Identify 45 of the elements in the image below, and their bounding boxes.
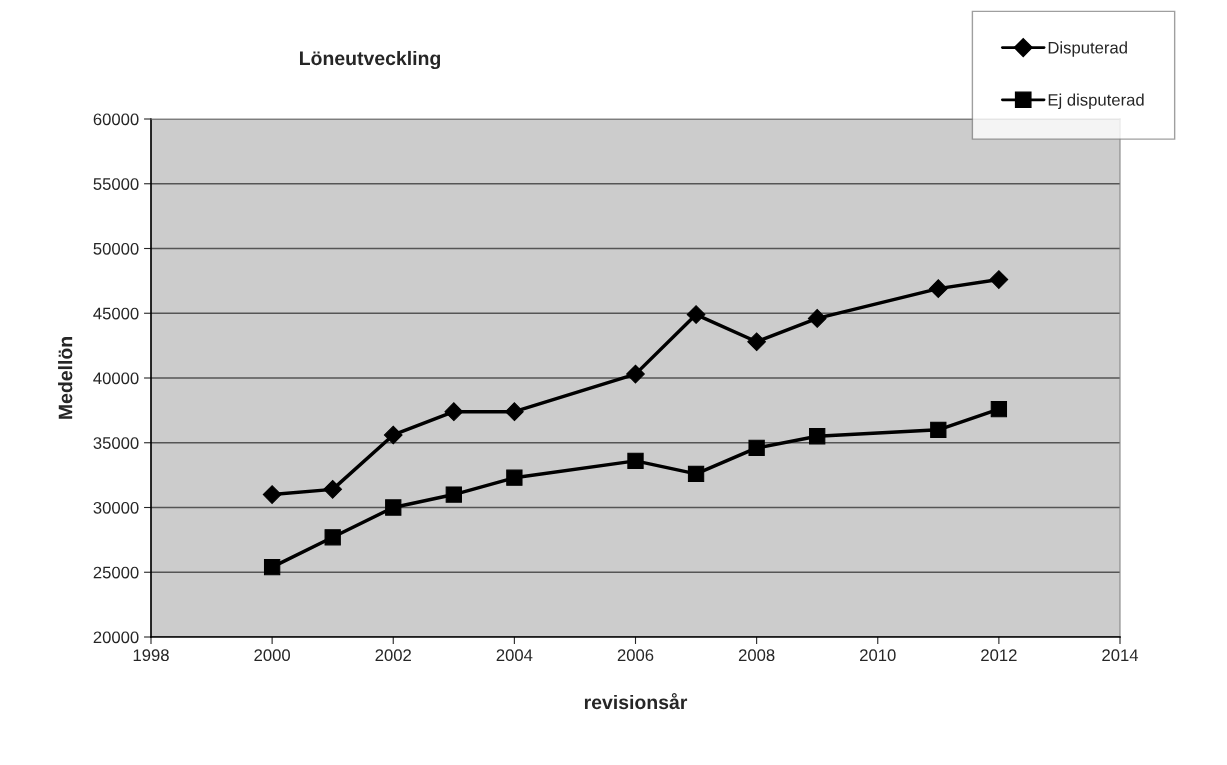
point [928, 279, 948, 298]
y-tick-label: 45000 [93, 307, 139, 320]
chart-title: Löneutveckling [300, 50, 441, 70]
point [505, 402, 524, 422]
x-tick-label: 2004 [496, 649, 533, 662]
x-tick-label: 2006 [617, 649, 654, 662]
x-tick-label: 2002 [375, 649, 411, 662]
point [444, 402, 464, 422]
y-tick-label: 30000 [93, 501, 139, 514]
point [324, 529, 341, 546]
legend-label: Disputerad [1048, 41, 1127, 57]
point [262, 485, 282, 504]
x-tick-label: 2008 [738, 649, 775, 662]
x-tick-label: 2014 [1102, 649, 1139, 662]
point [323, 480, 343, 499]
point [686, 305, 706, 324]
y-tick-label: 55000 [93, 178, 139, 190]
point [627, 452, 644, 470]
y-axis-title: Medellön [58, 337, 73, 419]
point [930, 421, 947, 438]
x-tick-label: 2012 [981, 649, 1017, 662]
y-tick-label: 60000 [93, 113, 139, 126]
x-tick-label: 2010 [860, 649, 896, 662]
y-tick-label: 35000 [93, 437, 139, 449]
point [990, 400, 1008, 418]
y-tick-label: 25000 [93, 566, 139, 579]
point [385, 499, 402, 516]
point [506, 469, 523, 486]
x-tick-label: 1998 [133, 649, 169, 662]
point [809, 428, 826, 445]
point [989, 270, 1009, 289]
y-tick-label: 50000 [93, 242, 139, 255]
point [748, 439, 765, 457]
point [626, 364, 645, 384]
y-tick-label: 40000 [93, 372, 139, 385]
point [445, 486, 462, 503]
point [263, 558, 281, 576]
point [383, 425, 403, 445]
y-tick-label: 20000 [93, 631, 139, 644]
point [807, 309, 827, 328]
x-axis-title: revisionsår [584, 692, 688, 710]
x-tick-label: 2000 [254, 649, 291, 662]
legend-label: Ej disputerad [1048, 93, 1144, 110]
point [687, 465, 705, 482]
point [747, 332, 766, 352]
